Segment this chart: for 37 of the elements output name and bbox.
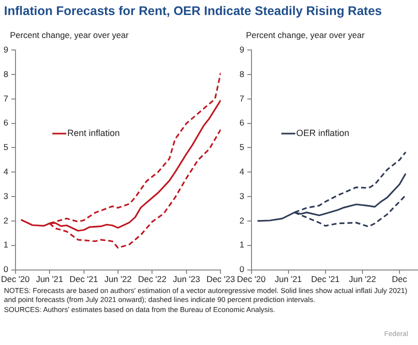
y-tick-label: 6	[240, 118, 245, 128]
legend-label: Rent inflation	[67, 128, 120, 138]
y-tick-label: 3	[4, 190, 9, 201]
x-tick-label: Jun '22	[104, 274, 132, 284]
y-tick-label: 9	[4, 44, 9, 54]
x-tick-label: Dec '21	[69, 274, 98, 284]
x-tick-label: Dec '23	[206, 274, 236, 284]
x-tick-label: Dec '20	[236, 274, 266, 284]
y-tick-label: 4	[240, 166, 245, 176]
x-tick-label: Jun '22	[348, 274, 376, 284]
x-tick-label: Dec	[392, 274, 408, 284]
x-tick-label: Jun '23	[172, 274, 200, 284]
y-axis-title: Percent change, year over year	[10, 30, 129, 40]
y-tick-label: 7	[240, 93, 245, 104]
y-tick-label: 8	[4, 68, 9, 79]
y-tick-label: 0	[240, 264, 245, 274]
x-tick-label: Jun '21	[36, 274, 64, 284]
x-tick-label: Dec '21	[311, 274, 340, 284]
legend-label: OER inflation	[296, 128, 350, 138]
y-tick-label: 2	[240, 215, 245, 226]
y-tick-label: 9	[240, 44, 245, 54]
y-tick-label: 1	[4, 240, 9, 250]
y-tick-label: 0	[4, 264, 9, 274]
y-tick-label: 1	[240, 240, 245, 250]
y-tick-label: 8	[240, 68, 245, 79]
y-tick-label: 2	[4, 215, 9, 226]
y-tick-label: 6	[4, 118, 9, 128]
x-tick-label: Dec '20	[0, 274, 30, 284]
y-tick-label: 7	[4, 93, 9, 104]
x-tick-label: Dec '22	[138, 274, 167, 284]
chart-title: Inflation Forecasts for Rent, OER Indicate Steadily Rising Rates	[4, 4, 382, 18]
y-axis-title: Percent change, year over year	[246, 30, 365, 40]
y-tick-label: 5	[240, 142, 245, 152]
x-tick-label: Jun '21	[274, 274, 302, 284]
y-tick-label: 5	[4, 142, 9, 152]
y-tick-label: 3	[240, 190, 245, 201]
y-tick-label: 4	[4, 166, 9, 176]
